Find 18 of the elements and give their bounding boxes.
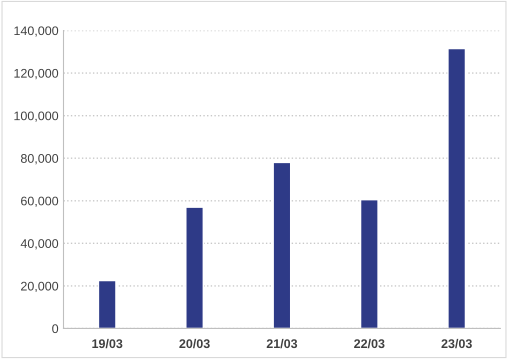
y-tick-label: 80,000 — [20, 154, 58, 164]
y-tick-label: 40,000 — [20, 239, 58, 250]
y-tick-label: 20,000 — [21, 282, 58, 292]
bar — [360, 199, 379, 328]
bar — [447, 48, 466, 328]
x-tick-label: 21/03 — [266, 338, 298, 348]
y-tick-label: 100,000 — [14, 111, 58, 122]
x-tick-label: 22/03 — [354, 338, 385, 348]
y-tick-label: 140,000 — [14, 26, 58, 37]
x-tick-label: 19/03 — [92, 338, 122, 348]
x-tick-label: 23/03 — [441, 338, 472, 348]
y-tick-label: 120,000 — [14, 68, 58, 80]
bar — [272, 162, 292, 328]
y-tick-label: 0 — [52, 324, 58, 334]
y-tick-label: 60,000 — [21, 196, 58, 207]
x-tick-label: 20/03 — [179, 338, 210, 348]
bar — [98, 280, 117, 328]
bar — [185, 206, 204, 328]
